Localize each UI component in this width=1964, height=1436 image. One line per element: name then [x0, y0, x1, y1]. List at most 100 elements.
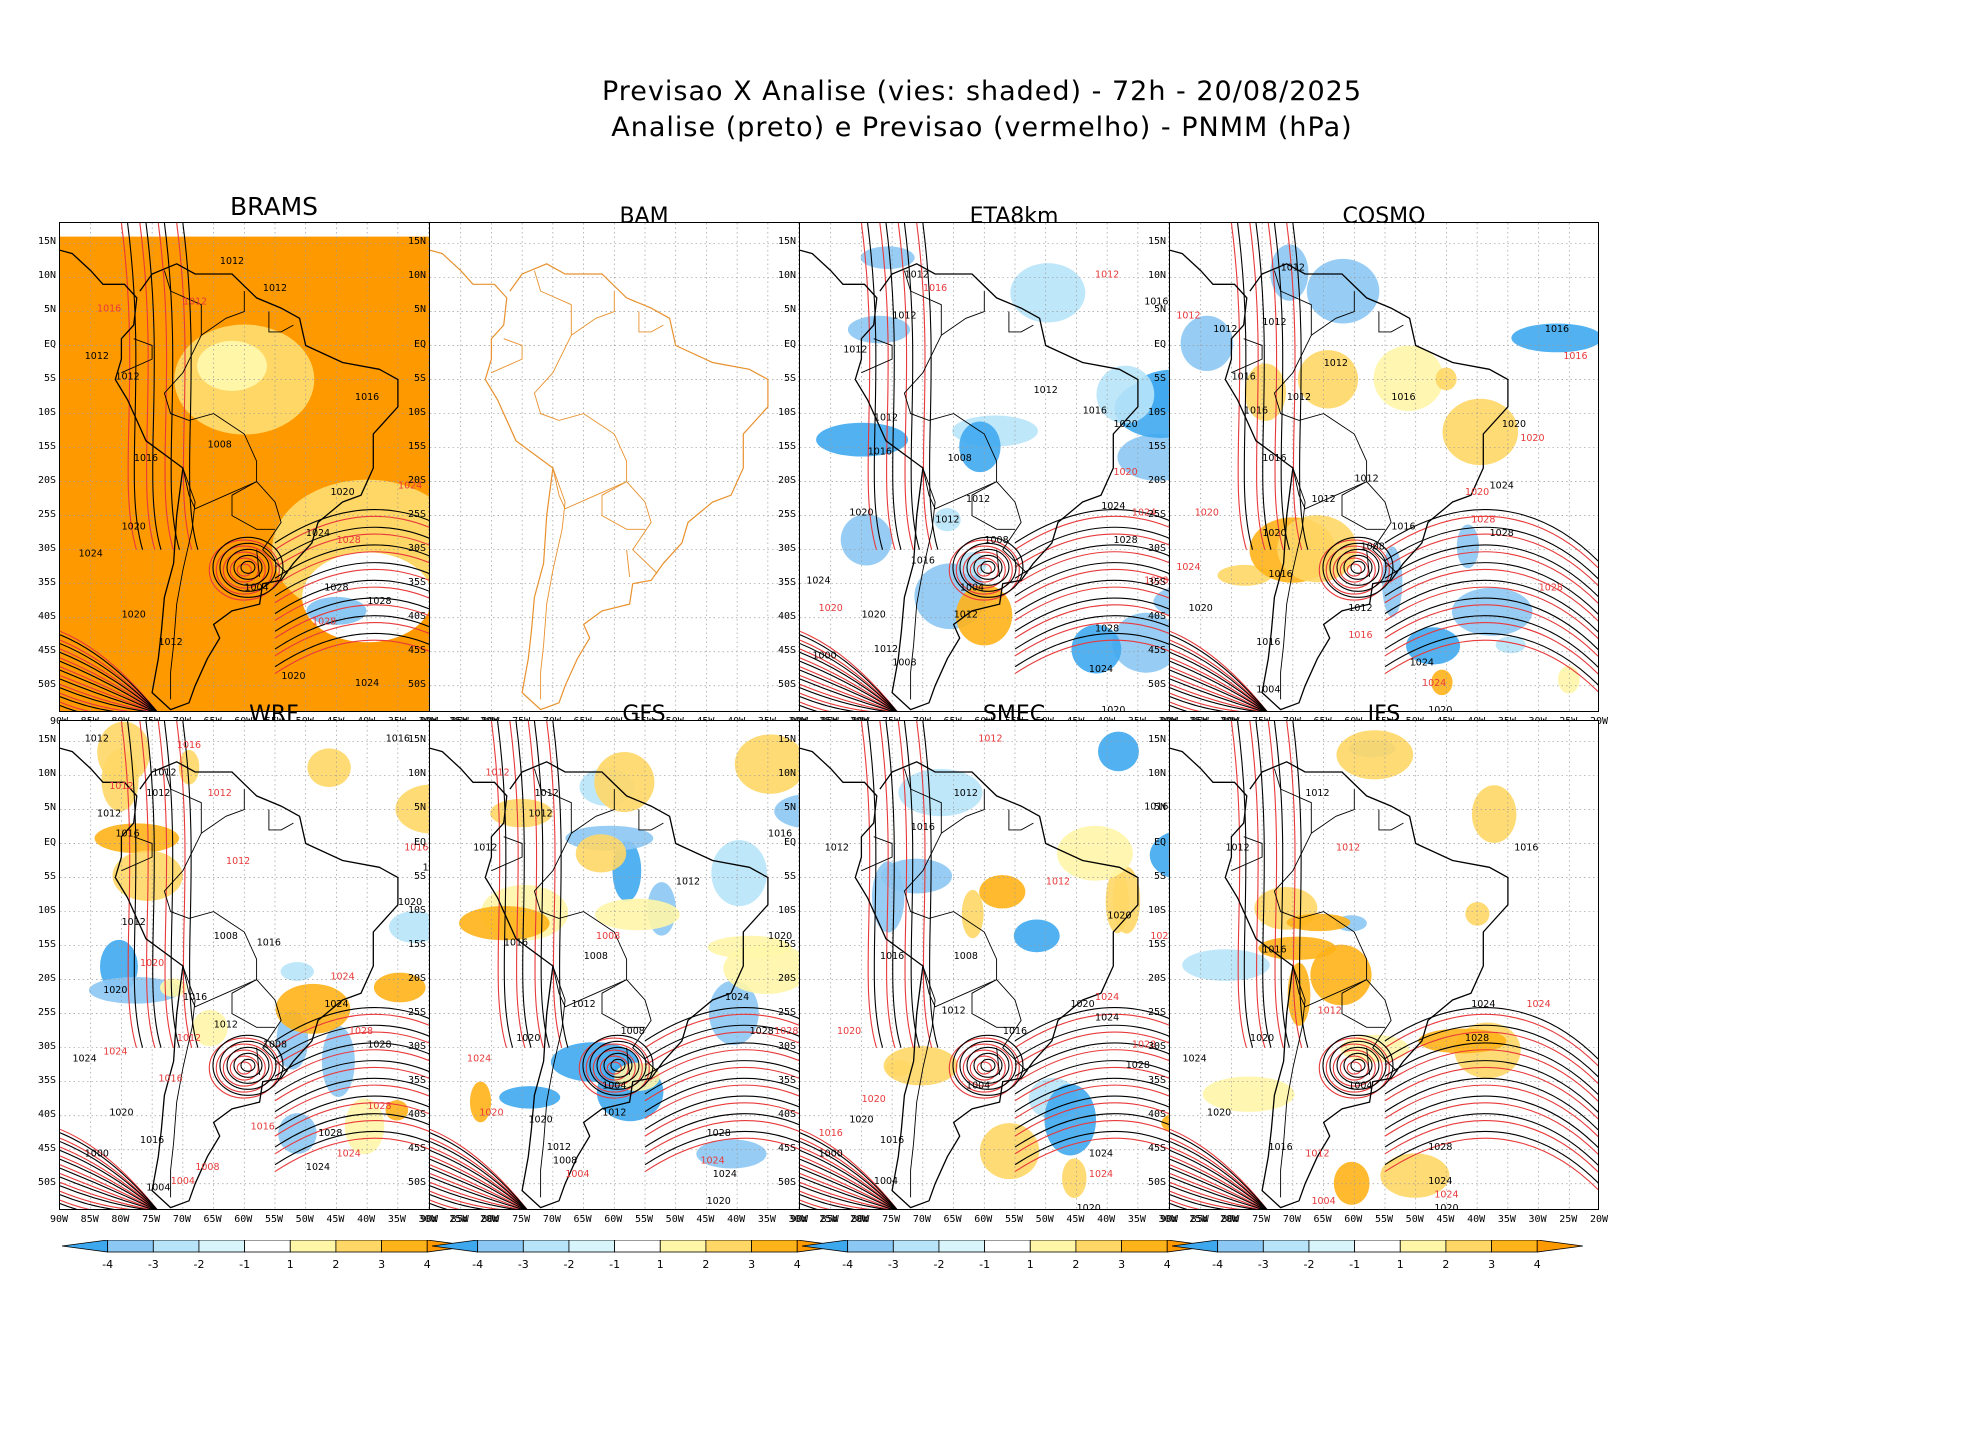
contour-label: 1020	[1101, 705, 1125, 712]
contour-label: 1024	[1410, 657, 1434, 668]
lon-tick-label: 90W	[1159, 1214, 1179, 1225]
lon-tick-label: 75W	[512, 1214, 531, 1225]
lon-tick-label: 70W	[1282, 1214, 1301, 1225]
contour-label: 1012	[954, 610, 978, 621]
contour-label: 1020	[849, 1115, 873, 1126]
contour-label: 1028	[312, 617, 336, 628]
contour-label: 1020	[1150, 931, 1174, 942]
panel-title: BRAMS	[229, 192, 319, 221]
lon-tick-label: 25W	[449, 1214, 468, 1225]
lat-tick-label: EQ	[783, 836, 796, 848]
contour-label: 1012	[158, 637, 182, 648]
contour-label: 1024	[1182, 1053, 1206, 1064]
lat-tick-label: 5N	[43, 304, 56, 316]
lat-tick-label: 35S	[407, 576, 426, 588]
coastline	[60, 747, 399, 1209]
contour-label: 1024	[1132, 508, 1156, 519]
lon-tick-label: 50W	[1405, 1214, 1424, 1225]
lat-tick-label: 5N	[783, 802, 796, 814]
contour-label: 1012	[954, 788, 978, 799]
contour-label: 1016	[923, 283, 947, 294]
lat-tick-label: 5S	[1153, 870, 1166, 882]
contour-label: 1012	[109, 781, 133, 792]
contour-label: 1020	[479, 1108, 503, 1119]
contour-label: 1012	[183, 297, 207, 308]
contour-label: 1004	[960, 583, 984, 594]
panel-ifs: IFS 15N 10N 5N EQ 5S 10S 15S 20S 25S 30S 35S 40S 45S 5…	[1130, 678, 1608, 1298]
contour-label: 1008	[892, 657, 916, 668]
lon-tick-label: 85W	[450, 1214, 469, 1225]
lon-tick-label: 75W	[142, 1214, 161, 1225]
lat-tick-label: 50S	[777, 678, 796, 690]
colorbar-label: -3	[148, 1258, 159, 1271]
lat-tick-label: 40S	[407, 610, 426, 622]
contour-label: 1016	[880, 1135, 904, 1146]
lon-tick-label: 55W	[634, 1214, 654, 1225]
lon-tick-label: 20W	[1589, 716, 1609, 727]
contour-label: 1024	[306, 528, 330, 539]
lon-tick-label: 35W	[757, 1214, 776, 1225]
colorbar-label: 4	[794, 1258, 801, 1271]
contour-label: 1008	[263, 1040, 287, 1051]
contour-label: 1028	[1539, 583, 1563, 594]
lon-tick-label: 55W	[1374, 1214, 1394, 1225]
contour-label: 1020	[837, 1026, 861, 1037]
contour-label: 1020	[862, 610, 886, 621]
lat-tick-label: 45S	[37, 644, 56, 656]
lat-tick-label: 25S	[777, 508, 796, 520]
contour-label: 1024	[337, 1149, 361, 1160]
contour-label: 1016	[1244, 406, 1268, 417]
contour-label: 1012	[843, 344, 867, 355]
lat-tick-label: 5S	[1153, 372, 1166, 384]
contour-label: 1028	[1490, 528, 1514, 539]
colorbar-label: 1	[657, 1258, 664, 1271]
map-frame: 1012 1016 1012 1012 1016 1024 1024 1012 1020 1028…	[1169, 720, 1599, 1210]
contour-label: 1012	[535, 788, 559, 799]
contour-label: 1028	[367, 1101, 391, 1112]
contour-label: 1020	[1070, 999, 1094, 1010]
contour-label: 1008	[584, 951, 608, 962]
contour-label: 1012	[1262, 317, 1286, 328]
lat-tick-label: 25S	[1147, 508, 1166, 520]
contour-label: 1024	[1089, 1169, 1113, 1180]
colorbar-label: 3	[1118, 1258, 1125, 1271]
lat-tick-label: 5S	[43, 870, 56, 882]
contour-label: 1012	[1354, 474, 1378, 485]
contour-label: 1012	[473, 842, 497, 853]
contour-label: 1016	[1262, 944, 1286, 955]
contour-label: 1012	[571, 999, 595, 1010]
lat-tick-label: 35S	[407, 1074, 426, 1086]
lat-tick-label: 20S	[407, 972, 426, 984]
panel-eta8km: ETA8km 15N 10N 5N EQ 5S 10S 15S 20S 25S 30S 35S 40S 4…	[760, 180, 1238, 800]
lat-tick-label: 10S	[407, 406, 426, 418]
lon-tick-label: 65W	[203, 1214, 222, 1225]
contour-label: 1020	[1077, 1203, 1101, 1210]
lat-tick-label: 5N	[43, 802, 56, 814]
contour-label: 1008	[954, 951, 978, 962]
contour-label: 1020	[1502, 419, 1526, 430]
contour-label: 1020	[1262, 528, 1286, 539]
contour-label: 1012	[602, 1108, 626, 1119]
lon-tick-label: 20W	[849, 1214, 869, 1225]
contour-label: 1008	[948, 453, 972, 464]
contour-label: 1004	[1256, 685, 1280, 696]
lat-tick-label: 25S	[37, 508, 56, 520]
contour-label: 1016	[880, 951, 904, 962]
contour-label: 1020	[1113, 467, 1137, 478]
contour-label: 1016	[134, 453, 158, 464]
colorbar-label: 2	[332, 1258, 339, 1271]
contour-label: 1020	[849, 508, 873, 519]
lat-tick-label: 10N	[37, 768, 56, 780]
colorbar-label: 2	[1442, 1258, 1449, 1271]
lon-tick-label: 40W	[357, 1214, 376, 1225]
lon-tick-label: 40W	[1097, 1214, 1116, 1225]
contour-label: 1016	[1256, 637, 1280, 648]
lat-tick-label: 10N	[37, 270, 56, 282]
contour-label: 1012	[1034, 385, 1058, 396]
contour-label: 1016	[1144, 297, 1168, 308]
contour-label: 1012	[220, 256, 244, 267]
forecast-contours	[60, 721, 488, 1209]
lon-tick-label: 30W	[418, 1214, 437, 1225]
analysis-contours	[1170, 223, 1598, 711]
map-canvas: 1012 1016 1016 1012 1012 1016 1016 1012 1012 1012…	[60, 721, 488, 1209]
